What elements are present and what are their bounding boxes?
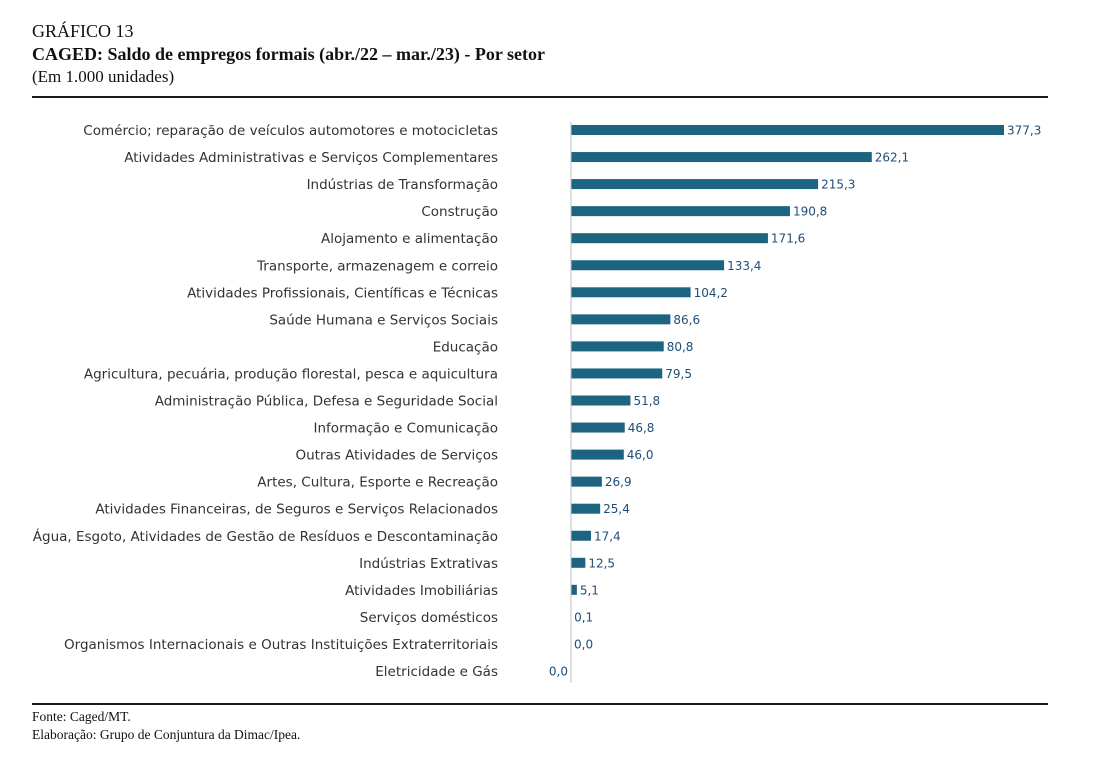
data-label: 79,5 [665,367,692,381]
category-label: Informação e Comunicação [314,421,498,437]
data-label: 262,1 [875,151,909,165]
figure-header: GRÁFICO 13 CAGED: Saldo de empregos form… [32,20,1048,88]
elaboration-note: Elaboração: Grupo de Conjuntura da Dimac… [32,727,301,742]
data-label: 0,0 [549,665,568,679]
figure-number: GRÁFICO 13 [32,21,134,41]
bar [571,530,591,541]
category-label: Transporte, armazenagem e correio [256,258,498,274]
category-label: Organismos Internacionais e Outras Insti… [64,637,498,653]
category-label: Saúde Humana e Serviços Sociais [269,312,498,328]
data-label: 104,2 [694,286,728,300]
bar [571,584,577,595]
source-note: Fonte: Caged/MT. [32,709,131,724]
bottom-rule [32,703,1048,705]
bar [571,341,664,352]
data-label: 0,0 [574,637,593,651]
data-label: 25,4 [603,502,630,516]
data-label: 46,8 [628,421,655,435]
bar [571,152,872,163]
category-label: Comércio; reparação de veículos automoto… [83,123,498,139]
figure-title: CAGED: Saldo de empregos formais (abr./2… [32,44,545,64]
category-label: Alojamento e alimentação [321,231,498,247]
bar [571,503,601,514]
category-label: Água, Esgoto, Atividades de Gestão de Re… [33,528,498,545]
category-label: Serviços domésticos [360,610,498,626]
bar [571,206,790,217]
category-label: Administração Pública, Defesa e Segurida… [155,394,498,410]
data-label: 46,0 [627,448,654,462]
data-label: 12,5 [588,556,615,570]
data-label: 133,4 [727,259,761,273]
data-label: 377,3 [1007,124,1041,138]
bar [571,422,625,433]
bar [571,368,663,379]
category-label: Construção [421,204,498,220]
bar [571,260,725,271]
category-label: Atividades Administrativas e Serviços Co… [124,150,498,166]
data-label: 26,9 [605,475,632,489]
category-label: Indústrias Extrativas [359,556,498,572]
category-label: Atividades Financeiras, de Seguros e Ser… [95,502,498,518]
bar [571,314,671,325]
category-label: Educação [433,339,498,355]
category-label: Outras Atividades de Serviços [296,448,499,464]
category-label: Atividades Profissionais, Científicas e … [187,285,498,301]
data-label: 80,8 [667,340,694,354]
bar [571,233,768,244]
category-label: Atividades Imobiliárias [345,583,498,599]
figure-footer: Fonte: Caged/MT. Elaboração: Grupo de Co… [32,708,300,744]
data-label: 171,6 [771,232,805,246]
top-rule [32,96,1048,98]
category-label: Agricultura, pecuária, produção floresta… [84,366,498,382]
data-label: 51,8 [633,394,660,408]
category-label: Artes, Cultura, Esporte e Recreação [257,475,498,491]
data-label: 190,8 [793,205,827,219]
bar [571,287,691,298]
data-label: 86,6 [673,313,700,327]
bar [571,395,631,406]
data-label: 215,3 [821,178,855,192]
bar [571,476,602,487]
data-label: 17,4 [594,529,621,543]
bar [571,179,819,190]
bar [571,449,624,460]
category-label: Eletricidade e Gás [375,664,498,680]
data-label: 5,1 [580,583,599,597]
bar [571,125,1004,135]
figure-unit: (Em 1.000 unidades) [32,67,175,86]
category-label: Indústrias de Transformação [307,177,498,193]
data-label: 0,1 [574,610,593,624]
bar [571,557,586,568]
